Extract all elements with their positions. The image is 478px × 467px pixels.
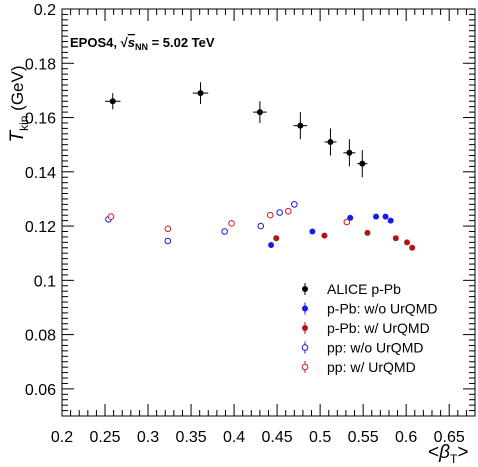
x-tick-label: 0.55 [348,429,379,446]
data-point [364,229,371,236]
legend-item: pp: w/ UrQMD [301,359,416,375]
x-tick-label: 0.45 [262,429,293,446]
data-point [284,207,292,215]
x-tick-label: 0.5 [309,429,331,446]
legend-item: ALICE p-Pb [302,281,401,297]
data-point [297,122,304,129]
data-point [197,90,204,97]
data-point [221,228,228,235]
x-tick-label: 0.35 [175,429,206,446]
y-axis-title: Tkin (GeV) [7,65,31,142]
y-tick-label: 0.12 [25,219,56,236]
data-point [373,213,380,220]
annotation-subscript: NN [135,42,148,52]
y-axis-unit: (GeV) [8,65,27,115]
data-point [276,209,283,216]
series-4 [105,201,298,245]
series-3 [273,229,416,251]
x-tick-label: 0.25 [89,429,120,446]
data-point [256,109,263,116]
x-tick-label: 0.4 [223,429,245,446]
x-axis-close: > [457,442,468,463]
data-point [109,98,116,105]
series-5 [107,207,351,233]
annotation-s: s [128,35,135,50]
legend-label: p-Pb: w/o UrQMD [327,301,437,317]
energy-annotation: EPOS4, √sNN = 5.02 TeV [70,35,215,52]
data-point [327,138,334,145]
sqrt-symbol: √ [121,35,129,50]
data-point [346,149,353,156]
legend-label: pp: w/ UrQMD [327,359,416,375]
data-point [359,160,366,167]
x-axis-title: <βT> [428,442,468,466]
legend-label: ALICE p-Pb [327,281,401,297]
data-point [404,239,411,246]
data-point [387,217,394,224]
data-point [321,232,328,239]
data-point [164,225,172,233]
y-tick-label: 0.08 [25,328,56,345]
legend-label: pp: w/o UrQMD [327,340,423,356]
annotation-prefix: EPOS4, [70,35,121,50]
data-point [164,237,172,245]
data-point [343,218,351,226]
data-point [273,235,280,242]
legend-item: p-Pb: w/ UrQMD [302,320,430,336]
data-point [107,213,115,220]
y-tick-label: 0.18 [25,56,56,73]
legend-marker [301,363,309,371]
x-tick-label: 0.2 [51,429,73,446]
data-point [228,220,235,227]
legend-label: p-Pb: w/ UrQMD [327,320,430,336]
x-tick-label: 0.3 [137,429,159,446]
legend-marker [302,325,308,331]
data-point [409,244,416,251]
data-point [392,235,399,242]
data-marks [105,82,416,251]
x-tick-label: 0.65 [434,429,465,446]
y-tick-label: 0.1 [34,273,56,290]
y-tick-label: 0.16 [25,111,56,128]
data-point [309,228,316,235]
data-point [382,213,389,220]
x-axis-open: < [428,442,439,463]
legend-item: p-Pb: w/o UrQMD [302,301,437,317]
data-point [291,201,298,208]
legend-item: pp: w/o UrQMD [301,340,423,356]
series-2 [268,213,394,249]
x-axis-beta: β [438,442,450,463]
x-axis-subscript: T [450,452,458,466]
y-axis: 0.06 0.08 0.1 0.12 0.14 0.16 0.18 0.2 [25,2,475,417]
y-tick-label: 0.2 [34,2,56,19]
y-axis-subscript: kin [17,116,31,131]
data-point [266,211,274,219]
legend-marker [302,305,308,312]
series-1 [105,82,368,178]
legend-marker [302,286,308,292]
data-point [268,242,275,249]
y-tick-label: 0.14 [25,165,56,182]
data-point [257,222,265,230]
legend-marker [301,344,309,351]
x-axis: 0.2 0.25 0.3 0.35 0.4 0.45 0.5 0.55 0.6 0.65 [51,9,476,446]
y-tick-label: 0.06 [25,382,56,399]
y-axis-symbol: T [7,130,28,143]
x-tick-label: 0.6 [395,429,417,446]
annotation-value: = 5.02 TeV [148,35,215,50]
legend: ALICE p-Pb p-Pb: w/o UrQMD p-Pb: w/ UrQMD p… [301,281,437,375]
